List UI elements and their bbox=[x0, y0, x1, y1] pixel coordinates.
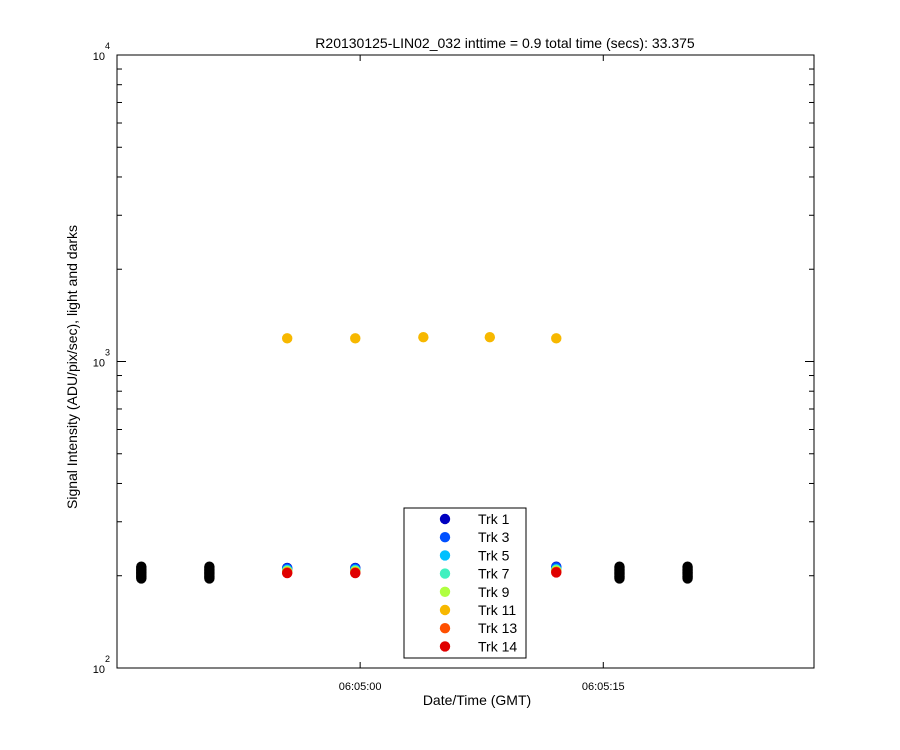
y-tick-label-base: 10 bbox=[93, 664, 105, 676]
dark-frames bbox=[136, 561, 693, 584]
legend-label: Trk 5 bbox=[478, 547, 510, 563]
data-point bbox=[551, 567, 562, 578]
data-point bbox=[418, 332, 429, 343]
data-point bbox=[350, 333, 361, 344]
legend-marker bbox=[439, 586, 451, 597]
legend-label: Trk 14 bbox=[478, 638, 517, 654]
x-tick-label: 06:05:00 bbox=[339, 681, 382, 693]
legend-marker bbox=[439, 641, 451, 652]
x-tick-label: 06:05:15 bbox=[582, 681, 625, 693]
data-points bbox=[281, 332, 562, 579]
legend-label: Trk 1 bbox=[478, 511, 510, 527]
data-point bbox=[484, 332, 496, 343]
legend-marker bbox=[439, 568, 451, 579]
legend-label: Trk 7 bbox=[478, 566, 510, 582]
y-tick-label-exponent: 3 bbox=[105, 348, 110, 358]
data-point bbox=[281, 567, 293, 579]
dark-point bbox=[614, 561, 625, 572]
y-tick-label-base: 10 bbox=[93, 51, 105, 63]
legend-label: Trk 11 bbox=[478, 602, 516, 618]
dark-point bbox=[204, 561, 215, 572]
dark-point bbox=[682, 561, 693, 572]
legend-marker bbox=[439, 550, 451, 561]
data-point bbox=[350, 567, 361, 579]
legend-marker bbox=[439, 513, 451, 525]
y-axis-label: Signal Intensity (ADU/pix/sec), light an… bbox=[64, 225, 80, 509]
legend-label: Trk 13 bbox=[478, 620, 517, 636]
y-tick-label-exponent: 2 bbox=[105, 654, 110, 664]
y-tick-label-base: 10 bbox=[93, 358, 105, 370]
legend-label: Trk 3 bbox=[478, 529, 510, 545]
legend: Trk 1 Trk 3 Trk 5 Trk 7 Trk 9 Trk 11 Trk 13 Trk… bbox=[403, 507, 527, 659]
legend-marker bbox=[439, 623, 451, 634]
dark-point bbox=[136, 561, 147, 572]
legend-label: Trk 9 bbox=[478, 584, 510, 600]
x-axis-label: Date/Time (GMT) bbox=[423, 692, 531, 708]
legend-marker bbox=[439, 604, 451, 616]
legend-marker bbox=[439, 532, 451, 543]
y-tick-label-exponent: 4 bbox=[105, 41, 110, 51]
data-point bbox=[281, 333, 293, 344]
x-axis-ticks: 06:05:00 06:05:15 bbox=[339, 55, 625, 693]
legend-box bbox=[403, 507, 527, 659]
data-point bbox=[551, 333, 562, 344]
y-axis-minor-ticks bbox=[117, 68, 814, 577]
chart-title: R20130125-LIN02_032 inttime = 0.9 total … bbox=[315, 35, 695, 51]
